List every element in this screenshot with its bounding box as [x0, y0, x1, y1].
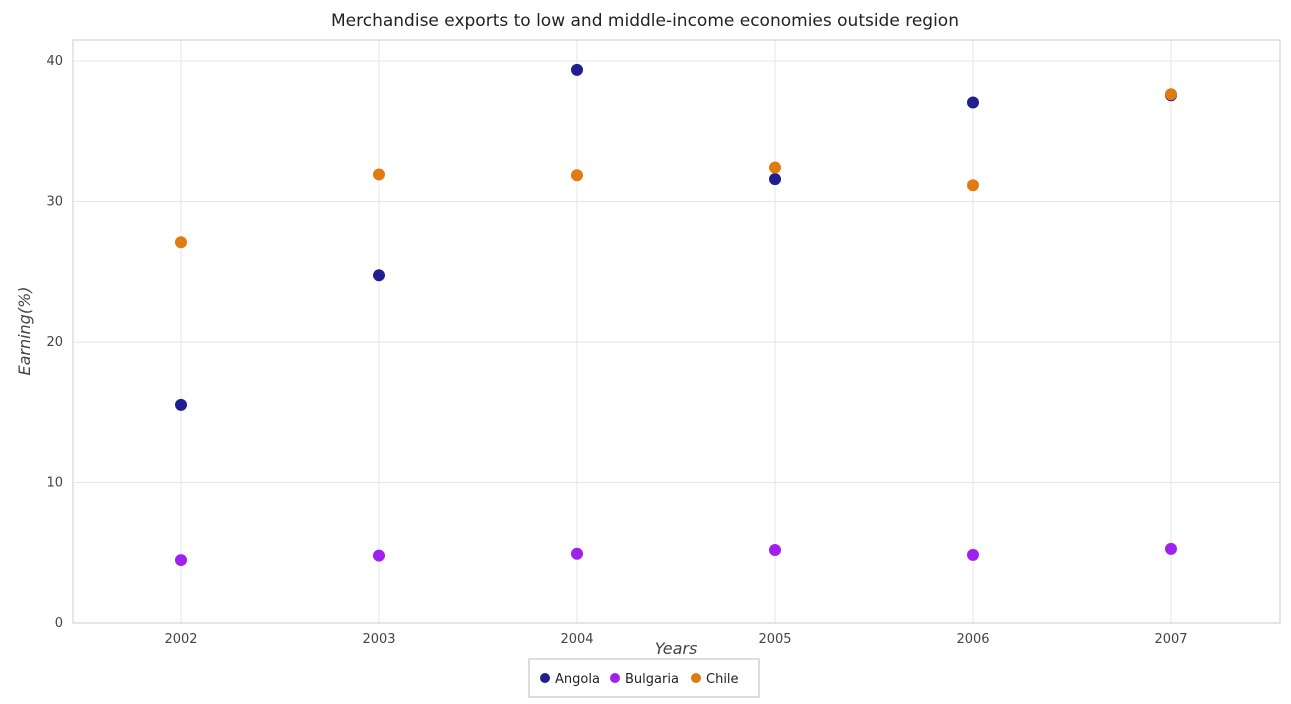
data-point-bulgaria	[571, 547, 583, 560]
x-axis-title: Years	[655, 639, 698, 658]
y-tick-label: 0	[55, 616, 63, 631]
series-chile	[175, 88, 1177, 249]
y-tick-label: 10	[46, 476, 63, 491]
data-point-chile	[769, 161, 781, 174]
data-point-chile	[175, 236, 187, 249]
legend-marker-chile	[691, 673, 701, 683]
legend: Angola Bulgaria Chile	[528, 658, 760, 698]
data-point-chile	[1165, 88, 1177, 101]
legend-label-angola: Angola	[555, 672, 600, 687]
data-point-bulgaria	[373, 549, 385, 562]
y-axis-ticks: 0 10 20 30 40	[46, 54, 63, 631]
legend-marker-bulgaria	[610, 673, 620, 683]
legend-label-chile: Chile	[706, 672, 739, 687]
series-angola	[175, 63, 1177, 411]
chart-title: Merchandise exports to low and middle-in…	[331, 11, 959, 31]
x-axis-ticks: 2002 2003 2004 2005 2006 2007	[164, 632, 1187, 647]
data-point-angola	[175, 398, 187, 411]
y-tick-label: 40	[46, 54, 63, 69]
x-tick-label: 2002	[164, 632, 197, 647]
y-tick-label: 20	[46, 335, 63, 350]
data-point-chile	[967, 179, 979, 192]
data-point-angola	[373, 269, 385, 282]
data-point-angola	[571, 63, 583, 76]
x-tick-label: 2003	[362, 632, 395, 647]
x-tick-label: 2005	[758, 632, 791, 647]
series-bulgaria	[175, 542, 1177, 567]
data-point-angola	[967, 96, 979, 109]
series-layer	[175, 63, 1177, 567]
legend-label-bulgaria: Bulgaria	[625, 672, 679, 687]
legend-marker-angola	[540, 673, 550, 683]
y-tick-label: 30	[46, 195, 63, 210]
x-tick-label: 2004	[560, 632, 593, 647]
data-point-bulgaria	[769, 543, 781, 556]
data-point-chile	[373, 168, 385, 181]
data-point-chile	[571, 169, 583, 182]
x-tick-label: 2006	[956, 632, 989, 647]
legend-box	[528, 658, 760, 698]
data-point-bulgaria	[1165, 542, 1177, 555]
data-point-bulgaria	[175, 554, 187, 567]
grid	[73, 40, 1280, 624]
y-axis-title: Earning(%)	[15, 286, 34, 375]
data-point-angola	[769, 173, 781, 186]
plot-area-border	[72, 39, 1281, 624]
data-point-bulgaria	[967, 548, 979, 561]
x-tick-label: 2007	[1154, 632, 1187, 647]
